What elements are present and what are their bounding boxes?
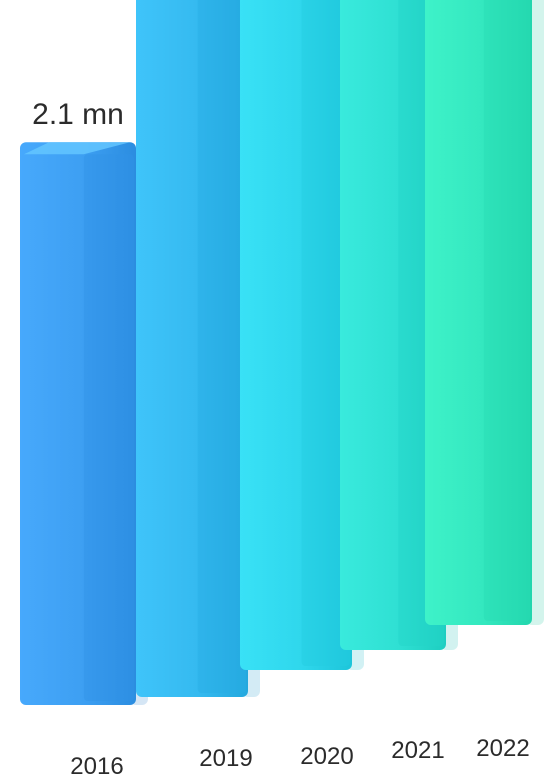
bar-body xyxy=(425,0,532,625)
bar-2019 xyxy=(136,0,260,697)
bar-2022 xyxy=(425,0,544,625)
category-label-2016: 2016 xyxy=(70,753,123,779)
bar-body xyxy=(340,0,446,650)
category-label-2021: 2021 xyxy=(391,737,444,764)
bar-body xyxy=(20,142,136,705)
bar-side-face xyxy=(483,0,530,621)
bar-body xyxy=(136,0,248,697)
category-label-2022: 2022 xyxy=(476,735,529,762)
bar-body xyxy=(240,0,352,670)
category-labels-group: 2016 2019 2020 2021 2022 xyxy=(70,735,529,779)
bar-side-face xyxy=(301,0,350,666)
category-label-2020: 2020 xyxy=(300,743,353,770)
bar-2016 xyxy=(20,142,148,705)
value-label-2016: 2.1 mn xyxy=(32,98,124,131)
bars-group xyxy=(20,0,544,705)
bar-side-face xyxy=(197,0,246,693)
bar-side-face xyxy=(83,154,134,701)
value-labels-group: 2.1 mn3.3 mn3.75 mn3.89 mn4.74 mn* xyxy=(32,98,124,131)
bar-top-cap xyxy=(24,142,130,155)
category-label-2019: 2019 xyxy=(199,745,252,772)
